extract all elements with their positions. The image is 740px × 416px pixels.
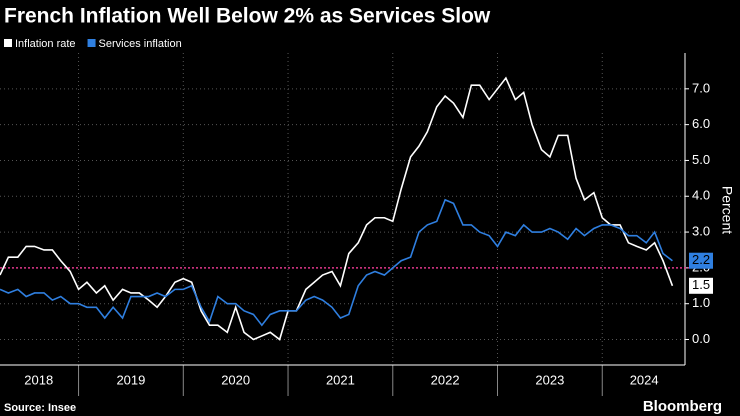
x-tick-label: 2021 bbox=[326, 372, 355, 387]
series-line bbox=[0, 76, 674, 341]
y-tick-label: 0.0 bbox=[692, 331, 710, 346]
x-tick-label: 2024 bbox=[630, 372, 659, 387]
end-label: 2.2 bbox=[692, 252, 710, 267]
end-label-box bbox=[689, 277, 713, 294]
end-label: 1.5 bbox=[692, 277, 710, 292]
legend-label: Inflation rate bbox=[15, 38, 76, 50]
series-line bbox=[0, 198, 673, 327]
source: Source: Insee bbox=[4, 402, 76, 414]
y-tick-label: 1.0 bbox=[692, 295, 710, 310]
legend-label: Services inflation bbox=[99, 38, 182, 50]
x-tick-label: 2023 bbox=[535, 372, 564, 387]
y-tick-label: 3.0 bbox=[692, 224, 710, 239]
x-tick-label: 2018 bbox=[24, 372, 53, 387]
y-tick-label: 5.0 bbox=[692, 152, 710, 167]
y-tick-label: 7.0 bbox=[692, 80, 710, 95]
legend-swatch bbox=[4, 39, 12, 47]
x-tick-label: 2019 bbox=[116, 372, 145, 387]
y-tick-label: 4.0 bbox=[692, 188, 710, 203]
end-label-box bbox=[689, 252, 713, 269]
y-axis-label: Percent bbox=[719, 186, 735, 234]
legend-swatch bbox=[87, 39, 96, 47]
chart-title: French Inflation Well Below 2% as Servic… bbox=[4, 5, 491, 28]
brand: Bloomberg bbox=[643, 398, 722, 415]
y-tick-label: 6.0 bbox=[692, 116, 710, 131]
x-tick-label: 2022 bbox=[431, 372, 460, 387]
x-tick-label: 2020 bbox=[221, 372, 250, 387]
